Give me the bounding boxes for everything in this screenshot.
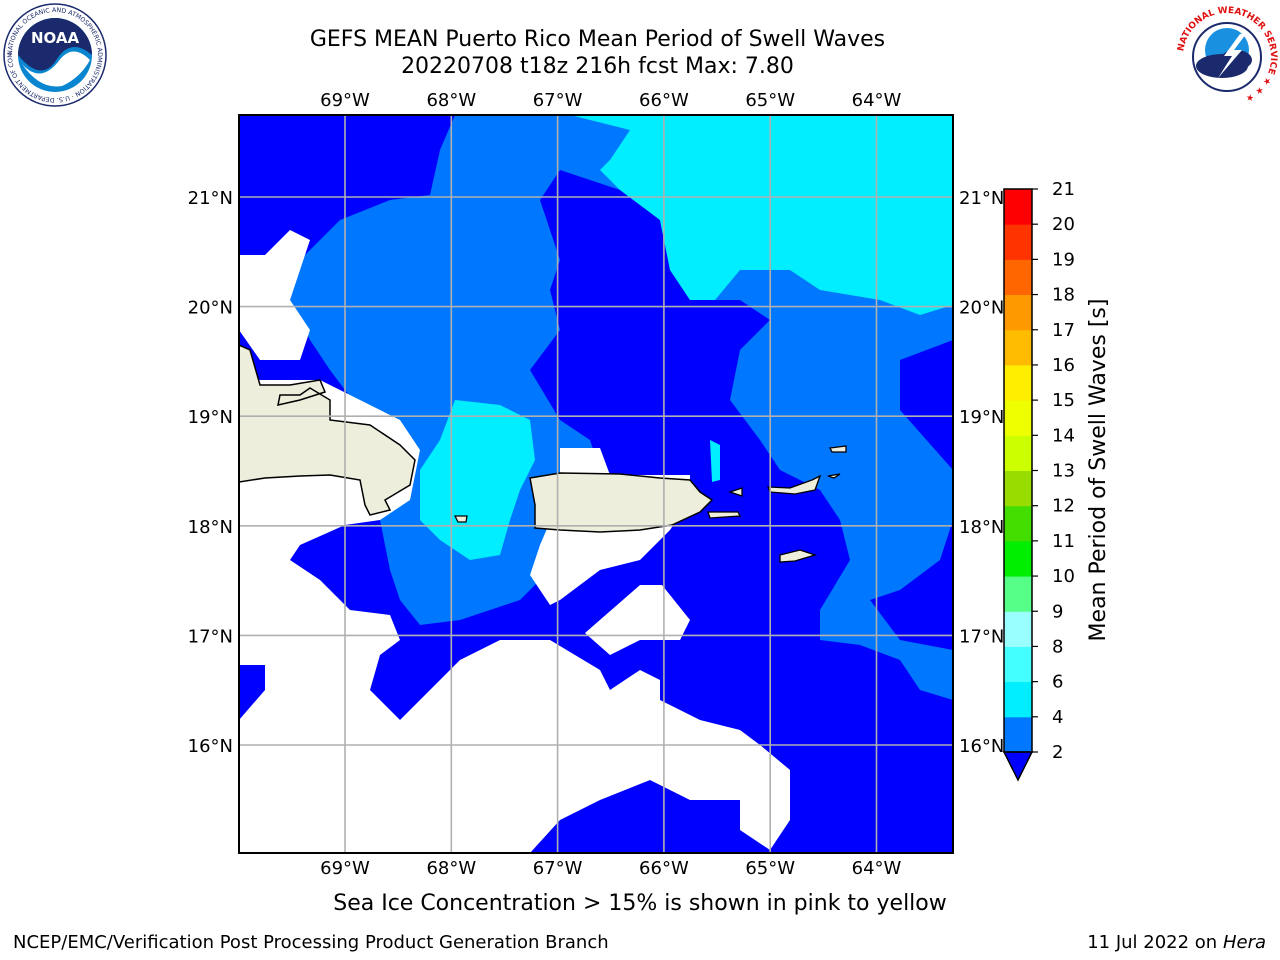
lat-label-left: 18°N bbox=[188, 517, 233, 538]
colorbar-segment bbox=[1004, 224, 1032, 260]
lon-label-bottom: 65°W bbox=[745, 858, 795, 879]
colorbar-tick-label: 20 bbox=[1052, 214, 1075, 235]
colorbar-segment bbox=[1004, 294, 1032, 331]
colorbar-segment bbox=[1004, 611, 1032, 647]
lat-label-left: 17°N bbox=[188, 626, 233, 647]
colorbar-segment bbox=[1004, 576, 1032, 612]
hispaniola-land bbox=[239, 344, 416, 516]
colorbar-segment bbox=[1004, 470, 1032, 507]
colorbar-segment bbox=[1004, 329, 1032, 366]
lon-label-top: 66°W bbox=[639, 90, 689, 111]
lat-label-right: 20°N bbox=[959, 298, 1004, 319]
lon-label-bottom: 69°W bbox=[320, 858, 370, 879]
noaa-logo: NATIONAL OCEANIC AND ATMOSPHERIC ADMINIS… bbox=[0, 0, 107, 107]
nws-logo: NATIONAL WEATHER SERVICE ★ ★ ★ bbox=[1175, 5, 1279, 109]
lon-label-bottom: 64°W bbox=[852, 858, 902, 879]
colorbar-segment bbox=[1004, 716, 1032, 753]
colorbar-tick-label: 11 bbox=[1052, 531, 1075, 552]
lat-label-right: 19°N bbox=[959, 407, 1004, 428]
colorbar-tick-label: 10 bbox=[1052, 566, 1075, 587]
colorbar-tick-label: 13 bbox=[1052, 461, 1075, 482]
contour-4-6s bbox=[570, 115, 953, 315]
chart-subtitle: 20220708 t18z 216h fcst Max: 7.80 bbox=[401, 54, 794, 79]
colorbar-tick-label: 6 bbox=[1052, 672, 1063, 693]
lon-label-top: 64°W bbox=[852, 90, 902, 111]
colorbar-tick-label: 8 bbox=[1052, 636, 1063, 657]
lat-label-right: 18°N bbox=[959, 517, 1004, 538]
host-name: Hera bbox=[1222, 932, 1266, 953]
colorbar-tick-label: 14 bbox=[1052, 425, 1075, 446]
colorbar-segment bbox=[1004, 189, 1032, 225]
date-line: 11 Jul 2022 on Hera bbox=[1087, 932, 1266, 953]
colorbar-tick-label: 4 bbox=[1052, 707, 1063, 728]
colorbar-tick-label: 21 bbox=[1052, 179, 1075, 200]
colorbar-tick-label: 9 bbox=[1052, 601, 1063, 622]
colorbar-segment bbox=[1004, 400, 1032, 436]
colorbar-segment bbox=[1004, 505, 1032, 542]
sea-ice-note: Sea Ice Concentration > 15% is shown in … bbox=[333, 891, 947, 916]
lon-label-top: 68°W bbox=[426, 90, 476, 111]
map-gridlines bbox=[239, 115, 953, 853]
colorbar-extend-min bbox=[1002, 751, 1034, 782]
virgin-islands bbox=[453, 445, 847, 563]
date-text: 11 Jul 2022 on bbox=[1087, 932, 1223, 953]
lon-label-top: 69°W bbox=[320, 90, 370, 111]
no-data-region-patch bbox=[265, 580, 290, 610]
colorbar-tick-label: 16 bbox=[1052, 355, 1075, 376]
colorbar-tick-label: 12 bbox=[1052, 496, 1075, 517]
lat-label-left: 21°N bbox=[188, 188, 233, 209]
colorbar-tick-label: 19 bbox=[1052, 249, 1075, 270]
lat-label-right: 17°N bbox=[959, 626, 1004, 647]
colorbar-segment bbox=[1004, 646, 1032, 683]
colorbar-segment bbox=[1004, 540, 1032, 577]
lat-label-left: 19°N bbox=[188, 407, 233, 428]
colorbar-segment bbox=[1004, 259, 1032, 296]
colorbar-segment bbox=[1004, 681, 1032, 718]
lon-label-top: 67°W bbox=[533, 90, 583, 111]
lon-label-bottom: 67°W bbox=[533, 858, 583, 879]
colorbar-tick-label: 2 bbox=[1052, 742, 1063, 763]
lat-label-right: 21°N bbox=[959, 188, 1004, 209]
colorbar-tick-label: 15 bbox=[1052, 390, 1075, 411]
puerto-rico-land bbox=[529, 472, 714, 533]
colorbar: 2 4 6 8 9 10 11 12 13 14 15 16 17 18 19 20 21 bbox=[1002, 179, 1075, 782]
colorbar-tick-label: 18 bbox=[1052, 285, 1075, 306]
lon-label-bottom: 66°W bbox=[639, 858, 689, 879]
lat-label-left: 16°N bbox=[188, 736, 233, 757]
lat-label-left: 20°N bbox=[188, 298, 233, 319]
colorbar-label: Mean Period of Swell Waves [s] bbox=[1086, 299, 1111, 642]
map-frame bbox=[238, 114, 954, 854]
credit-line: NCEP/EMC/Verification Post Processing Pr… bbox=[13, 932, 609, 953]
contour-4-6s-east bbox=[710, 440, 720, 482]
colorbar-segment bbox=[1004, 435, 1032, 471]
lat-label-right: 16°N bbox=[959, 736, 1004, 757]
no-data-region bbox=[239, 230, 310, 360]
noaa-logo-text: NOAA bbox=[31, 29, 80, 47]
colorbar-tick-label: 17 bbox=[1052, 320, 1075, 341]
lon-label-top: 65°W bbox=[745, 90, 795, 111]
colorbar-segment bbox=[1004, 364, 1032, 401]
lon-label-bottom: 68°W bbox=[426, 858, 476, 879]
contour-4-6s-south bbox=[420, 400, 535, 560]
chart-title: GEFS MEAN Puerto Rico Mean Period of Swe… bbox=[309, 27, 886, 52]
